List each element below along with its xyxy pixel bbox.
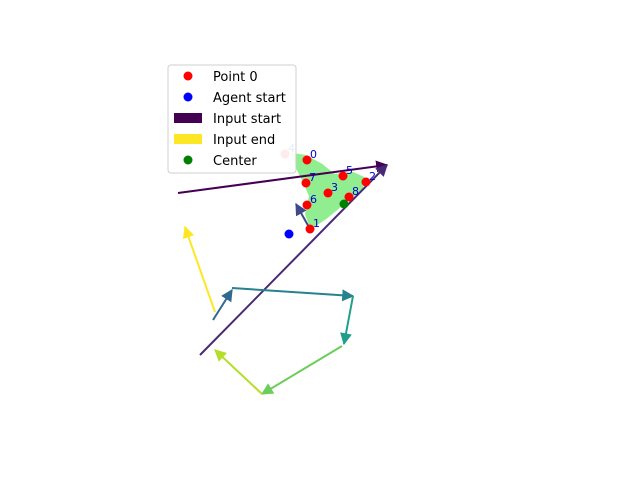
- point-label-3: 3: [331, 181, 338, 194]
- point-marker-7: [301, 178, 311, 188]
- trajectory-arrow-8: [182, 225, 216, 313]
- legend-marker-input-end: [174, 134, 202, 144]
- point-label-5: 5: [346, 164, 353, 177]
- agent-start-marker: [284, 229, 294, 239]
- trajectory-arrow-0: [177, 160, 389, 194]
- trajectory-arrow-1: [199, 164, 388, 356]
- trajectory-arrows: [177, 160, 389, 395]
- legend-label-agent-start: Agent start: [213, 91, 286, 106]
- point-label-8: 8: [352, 185, 359, 198]
- point-label-6: 6: [310, 193, 317, 206]
- legend-marker-center: [183, 155, 193, 165]
- legend-marker-input-start: [174, 113, 202, 123]
- center-marker: [339, 199, 349, 209]
- point-label-1: 1: [313, 217, 320, 230]
- point-marker-5: [338, 171, 348, 181]
- legend-marker-point-0: [183, 71, 193, 81]
- trajectory-arrow-7: [214, 349, 263, 395]
- trajectory-arrow-6: [260, 345, 343, 395]
- trajectory-arrow-5: [340, 295, 354, 346]
- legend-label-input-start: Input start: [213, 112, 281, 127]
- point-label-2: 2: [369, 170, 376, 183]
- trajectory-arrow-4: [231, 287, 355, 302]
- legend-frame: [167, 64, 297, 174]
- legend-marker-agent-start: [183, 92, 193, 102]
- point-marker-1: [305, 224, 315, 234]
- point-marker-2: [361, 177, 371, 187]
- point-marker-0: [302, 155, 312, 165]
- trajectory-arrow-3: [212, 288, 233, 321]
- legend-label-input-end: Input end: [213, 133, 275, 148]
- legend-label-point-0: Point 0: [213, 70, 258, 85]
- point-marker-3: [323, 188, 333, 198]
- point-label-7: 7: [309, 171, 316, 184]
- point-label-0: 0: [310, 148, 317, 161]
- point-marker-6: [302, 200, 312, 210]
- trajectory-arrow-2: [295, 202, 311, 230]
- legend: Point 0 Agent start Input start Input en…: [167, 64, 297, 174]
- legend-label-center: Center: [213, 154, 257, 169]
- point-marker-8: [344, 192, 354, 202]
